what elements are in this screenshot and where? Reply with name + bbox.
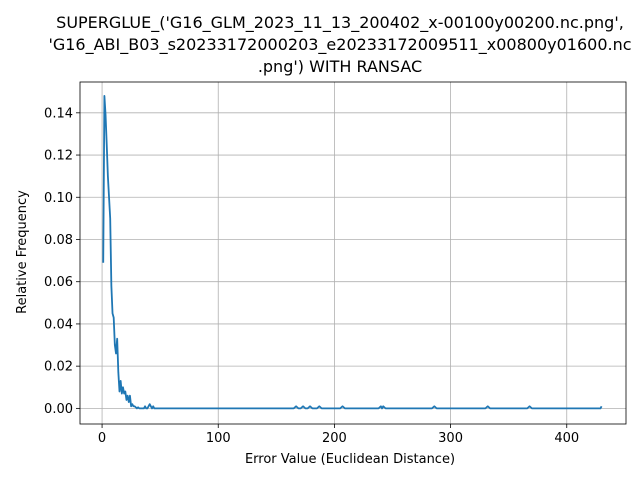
x-tick-label: 200 [322,431,347,446]
chart-title-line-1: SUPERGLUE_('G16_GLM_2023_11_13_200402_x-… [56,13,624,33]
chart-title-line-2: 'G16_ABI_B03_s20233172000203_e2023317200… [48,35,631,55]
y-tick-label: 0.08 [44,233,73,248]
y-tick-label: 0.02 [44,360,73,375]
axes-frame [79,81,627,425]
series-line [102,95,603,410]
chart-title-line-3: .png') WITH RANSAC [258,57,422,76]
x-tick-label: 100 [206,431,231,446]
y-tick-label: 0.10 [44,191,73,206]
x-tick-label: 300 [438,431,463,446]
y-tick-label: 0.14 [44,106,73,121]
y-tick-label: 0.00 [44,402,73,417]
y-tick-label: 0.12 [44,149,73,164]
y-axis-label: Relative Frequency [15,190,30,314]
x-tick-label: 0 [98,431,106,446]
plot-area [102,95,603,410]
grid [80,82,626,424]
y-tick-label: 0.04 [44,317,73,332]
x-axis-label: Error Value (Euclidean Distance) [245,452,455,467]
y-tick-label: 0.06 [44,275,73,290]
axes: 0 100 200 300 400 0.00 0.02 0.04 0.06 0.08 0.10 0.1… [44,81,627,446]
x-tick-label: 400 [554,431,579,446]
